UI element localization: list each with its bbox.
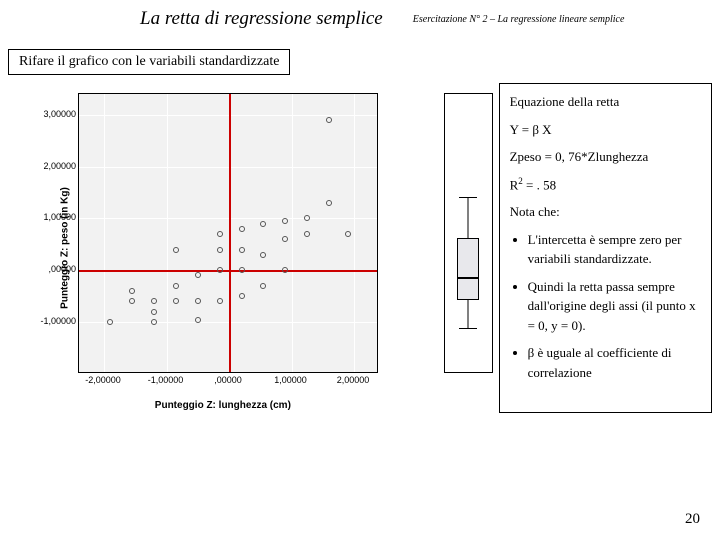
page-subtitle: Esercitazione N° 2 – La regressione line… — [413, 14, 625, 25]
content-row: Punteggio Z: peso (in Kg) -1,00000,00000… — [0, 83, 720, 413]
plot-area — [78, 93, 378, 373]
instruction-box: Rifare il grafico con le variabili stand… — [8, 49, 290, 75]
scatter-chart: Punteggio Z: peso (in Kg) -1,00000,00000… — [8, 83, 438, 413]
header: La retta di regressione semplice Esercit… — [0, 0, 720, 34]
boxplot-panel — [444, 93, 493, 373]
x-axis-label: Punteggio Z: lunghezza (cm) — [155, 400, 291, 411]
note-item: L'intercetta è sempre zero per variabili… — [528, 230, 701, 269]
x-ticks: -2,00000-1,00000,000001,000002,00000 — [78, 375, 378, 389]
page-number: 20 — [685, 511, 700, 528]
note-item: β è uguale al coefficiente di correlazio… — [528, 343, 701, 382]
y-ticks: -1,00000,000001,000002,000003,00000 — [28, 93, 76, 373]
note-heading: Nota che: — [510, 202, 701, 222]
r-squared: R2 = . 58 — [510, 175, 701, 195]
page-title: La retta di regressione semplice — [140, 8, 383, 30]
note-item: Quindi la retta passa sempre dall'origin… — [528, 277, 701, 336]
equation: Y = β X — [510, 120, 701, 140]
regression-eq: Zpeso = 0, 76*Zlunghezza — [510, 147, 701, 167]
notes-list: L'intercetta è sempre zero per variabili… — [510, 230, 701, 383]
equation-box: Equazione della retta Y = β X Zpeso = 0,… — [499, 83, 712, 413]
info-heading: Equazione della retta — [510, 92, 701, 112]
